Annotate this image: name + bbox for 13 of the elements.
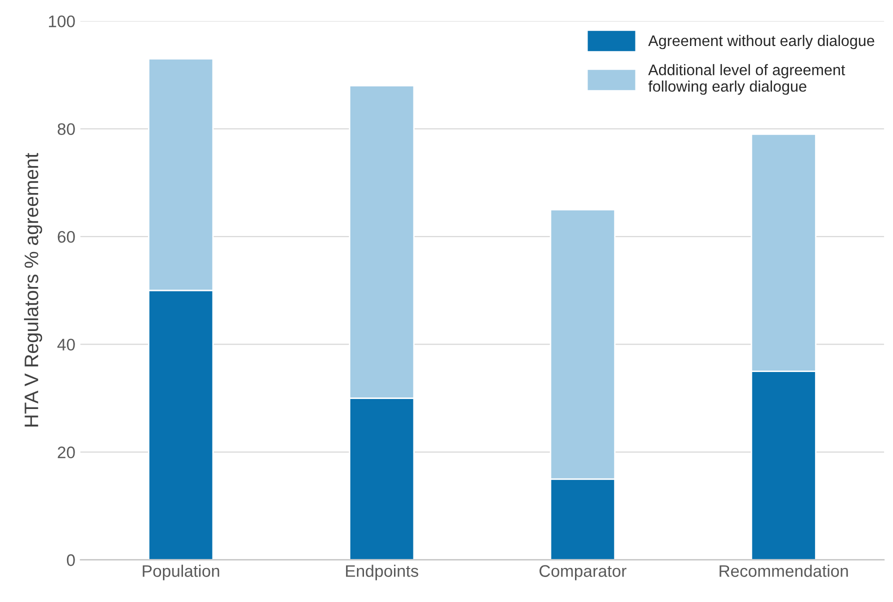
x-tick-label: Endpoints [346,564,418,580]
y-tick-label: 60 [58,230,75,243]
y-axis-title: HTA V Regulators % agreement [24,152,42,426]
legend-label: Agreement without early dialogue [648,34,874,50]
y-tick-label: 80 [58,123,75,136]
y-tick-label: 0 [66,554,75,566]
y-tick-label: 100 [48,15,75,28]
x-tick-label: Recommendation [720,564,848,577]
legend-label: Additional level of agreement following early dialogue [648,64,846,95]
y-tick-label: 40 [57,338,75,351]
x-tick-label: Population [142,564,220,580]
x-tick-label: Comparator [540,565,626,580]
y-tick-label: 20 [58,446,75,458]
